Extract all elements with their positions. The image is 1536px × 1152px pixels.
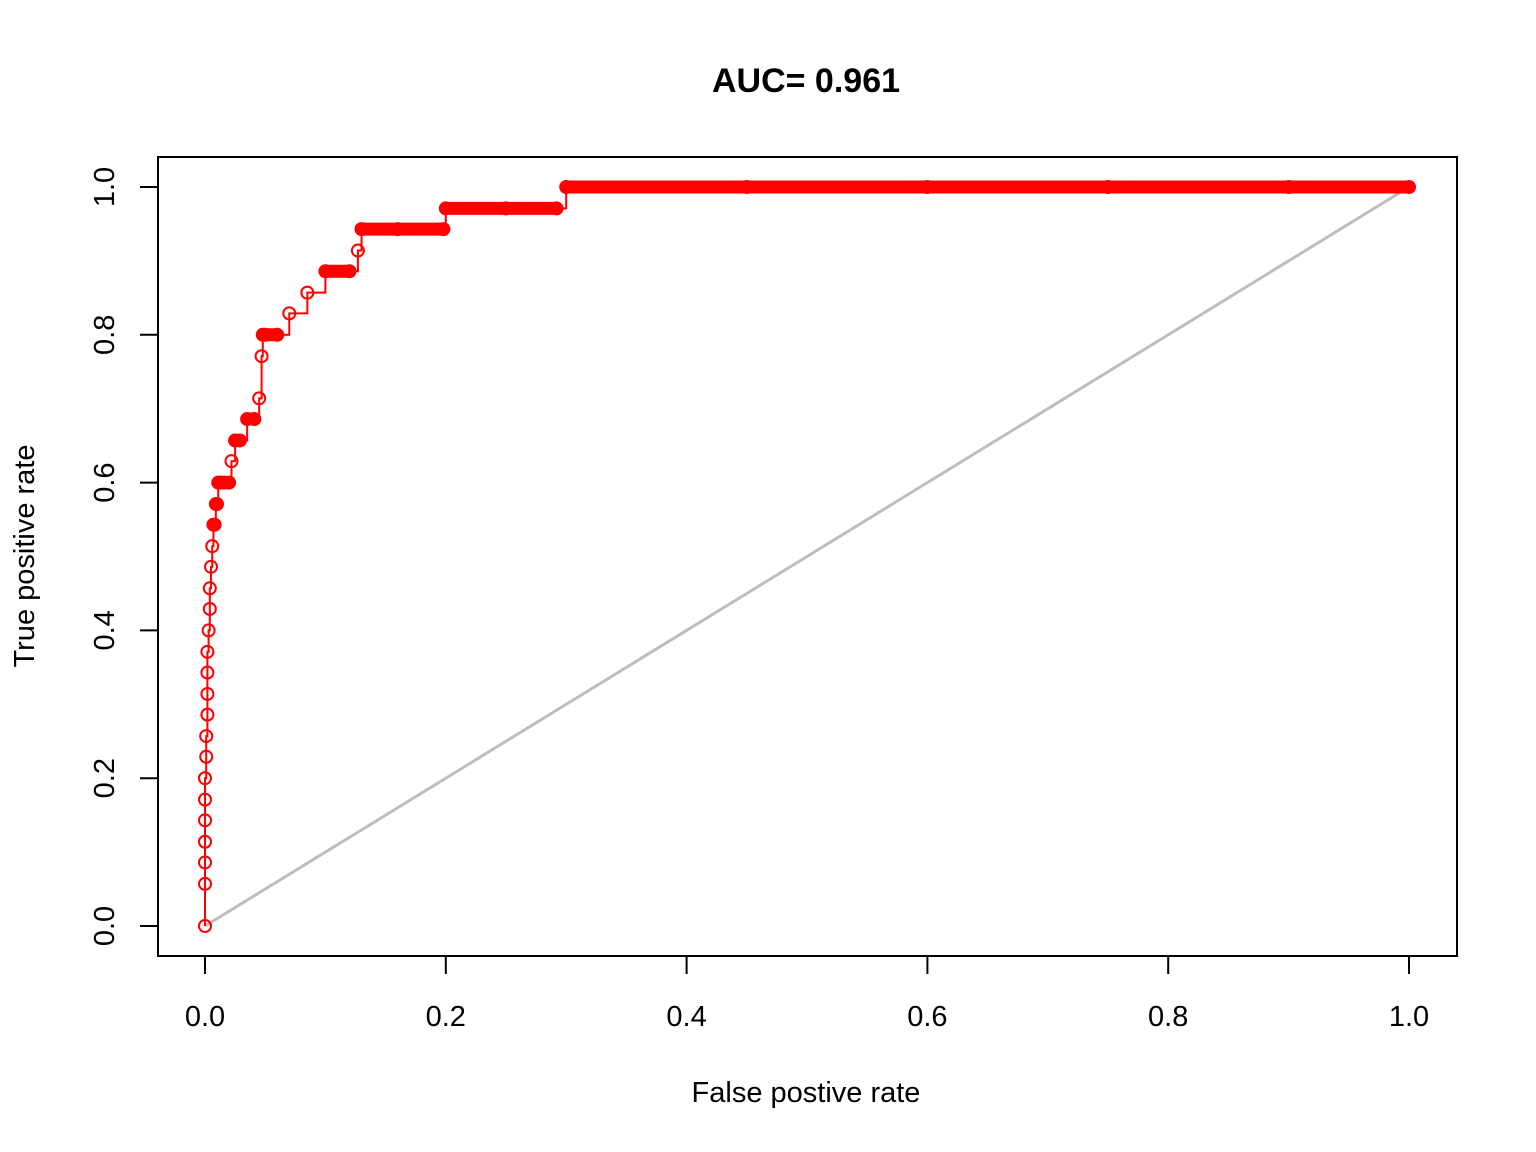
roc-point — [342, 264, 357, 279]
roc-point — [254, 349, 269, 364]
roc-point — [1402, 180, 1416, 194]
roc-point — [354, 222, 369, 237]
roc-point — [282, 306, 297, 321]
roc-point — [240, 412, 255, 427]
y-axis-label: True positive rate — [9, 445, 41, 668]
roc-point — [252, 391, 267, 406]
roc-point — [350, 243, 365, 258]
roc-point — [232, 433, 247, 448]
roc-point — [198, 771, 212, 786]
roc-point — [499, 201, 513, 216]
x-tick-label: 0.6 — [907, 1001, 947, 1033]
y-tick-label: 1.0 — [89, 167, 121, 207]
y-axis: 0.0 0.2 0.4 0.6 0.8 1.0 — [89, 167, 159, 946]
roc-point — [228, 433, 243, 448]
roc-point — [201, 623, 216, 638]
x-tick-label: 0.0 — [185, 1001, 225, 1033]
roc-point — [198, 834, 212, 849]
chart-title: AUC= 0.961 — [712, 62, 900, 100]
roc-point — [205, 539, 220, 554]
roc-point — [198, 876, 212, 891]
roc-point — [202, 601, 217, 616]
roc-point — [559, 180, 574, 194]
roc-point — [204, 559, 219, 574]
roc-point — [1101, 180, 1115, 194]
x-tick-label: 0.2 — [426, 1001, 466, 1033]
x-axis: 0.0 0.2 0.4 0.6 0.8 1.0 — [185, 955, 1429, 1033]
roc-point — [198, 792, 212, 807]
roc-point — [198, 813, 212, 828]
x-axis-label: False postive rate — [692, 1077, 921, 1109]
roc-point — [739, 180, 754, 194]
roc-point — [198, 919, 212, 933]
roc-point — [200, 665, 215, 680]
roc-point — [224, 454, 239, 469]
roc-point — [213, 475, 228, 490]
plot-area — [198, 180, 1416, 933]
roc-point — [200, 644, 215, 659]
roc-point — [222, 475, 237, 490]
y-tick-label: 0.4 — [89, 610, 121, 650]
x-tick-label: 0.4 — [666, 1001, 706, 1033]
roc-point — [199, 729, 214, 744]
roc-point — [549, 201, 564, 216]
y-tick-label: 0.8 — [89, 315, 121, 355]
roc-point — [200, 686, 215, 701]
roc-point — [202, 581, 217, 596]
roc-point — [200, 707, 215, 722]
roc-point — [207, 517, 222, 532]
roc-point — [198, 855, 212, 870]
roc-point — [318, 264, 333, 279]
roc-point — [300, 285, 315, 300]
roc-point — [920, 180, 935, 194]
roc-point — [438, 201, 453, 216]
x-tick-label: 1.0 — [1389, 1001, 1429, 1033]
y-tick-label: 0.0 — [89, 906, 121, 946]
y-tick-label: 0.6 — [89, 462, 121, 502]
roc-point — [210, 497, 225, 512]
roc-point — [390, 222, 405, 237]
roc-point — [270, 327, 285, 342]
y-tick-label: 0.2 — [89, 758, 121, 798]
roc-point — [436, 222, 451, 237]
x-tick-label: 0.8 — [1148, 1001, 1188, 1033]
roc-point — [1281, 180, 1296, 194]
roc-point — [217, 475, 232, 490]
diagonal-reference-line — [204, 185, 1410, 928]
roc-point — [199, 749, 214, 764]
roc-point — [247, 412, 262, 427]
